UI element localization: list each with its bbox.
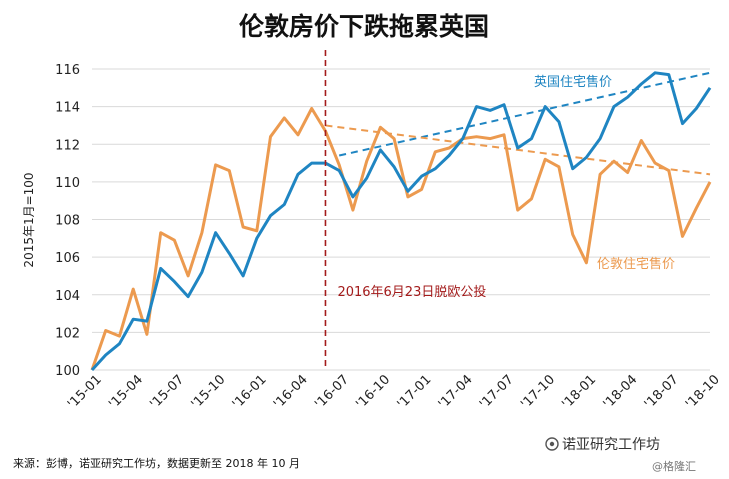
x-tick-labels: '15-01'15-04'15-07'15-10'16-01'16-04'16-… [65, 372, 723, 412]
y-tick-label: 110 [55, 176, 80, 191]
x-tick-label: '18-10 [683, 372, 723, 412]
watermark-text: 诺亚研究工作坊 [562, 437, 660, 453]
x-tick-label: '15-07 [147, 372, 187, 412]
y-tick-labels: 100 102 104 106 108 110 112 114 116 [55, 63, 80, 379]
x-tick-label: '17-01 [395, 372, 435, 412]
x-tick-label: '15-10 [189, 372, 229, 412]
x-tick-label: '16-04 [271, 372, 311, 412]
x-tick-label: '17-04 [436, 372, 476, 412]
watermark-sub: @格隆汇 [652, 460, 696, 473]
y-tick-label: 112 [55, 138, 80, 153]
y-tick-label: 100 [55, 364, 80, 379]
watermark-main: 诺亚研究工作坊 [545, 434, 660, 454]
y-tick-label: 116 [55, 63, 80, 78]
x-tick-label: '18-07 [642, 372, 682, 412]
gridlines [92, 68, 710, 371]
event-marker: 2016年6月23日脱欧公投 [324, 50, 486, 370]
y-tick-label: 104 [55, 289, 80, 304]
x-tick-label: '17-07 [477, 372, 517, 412]
source-note: 来源：彭博，诺亚研究工作坊，数据更新至 2018 年 10 月 [13, 457, 300, 470]
x-tick-label: '16-10 [353, 372, 393, 412]
chart-title: 伦敦房价下跌拖累英国 [239, 12, 489, 41]
series-line [90, 71, 712, 372]
x-tick-label: '18-01 [559, 372, 599, 412]
trendline [338, 71, 711, 157]
y-tick-label: 106 [55, 251, 80, 266]
event-label: 2016年6月23日脱欧公投 [337, 284, 486, 300]
y-tick-label: 114 [55, 101, 80, 116]
brand-logo-icon [545, 437, 559, 451]
series-label: 英国住宅售价 [534, 74, 612, 90]
x-tick-label: '18-04 [601, 372, 641, 412]
trendline [325, 124, 711, 176]
series-label: 伦敦住宅售价 [597, 256, 675, 272]
x-tick-label: '16-07 [312, 372, 352, 412]
y-tick-label: 108 [55, 214, 80, 229]
y-tick-label: 102 [55, 326, 80, 341]
x-tick-label: '16-01 [230, 372, 270, 412]
series-lines [90, 71, 712, 372]
series-line [90, 107, 712, 371]
x-tick-label: '15-04 [106, 372, 146, 412]
y-axis-label: 2015年1月=100 [22, 172, 36, 267]
x-tick-label: '17-10 [518, 372, 558, 412]
